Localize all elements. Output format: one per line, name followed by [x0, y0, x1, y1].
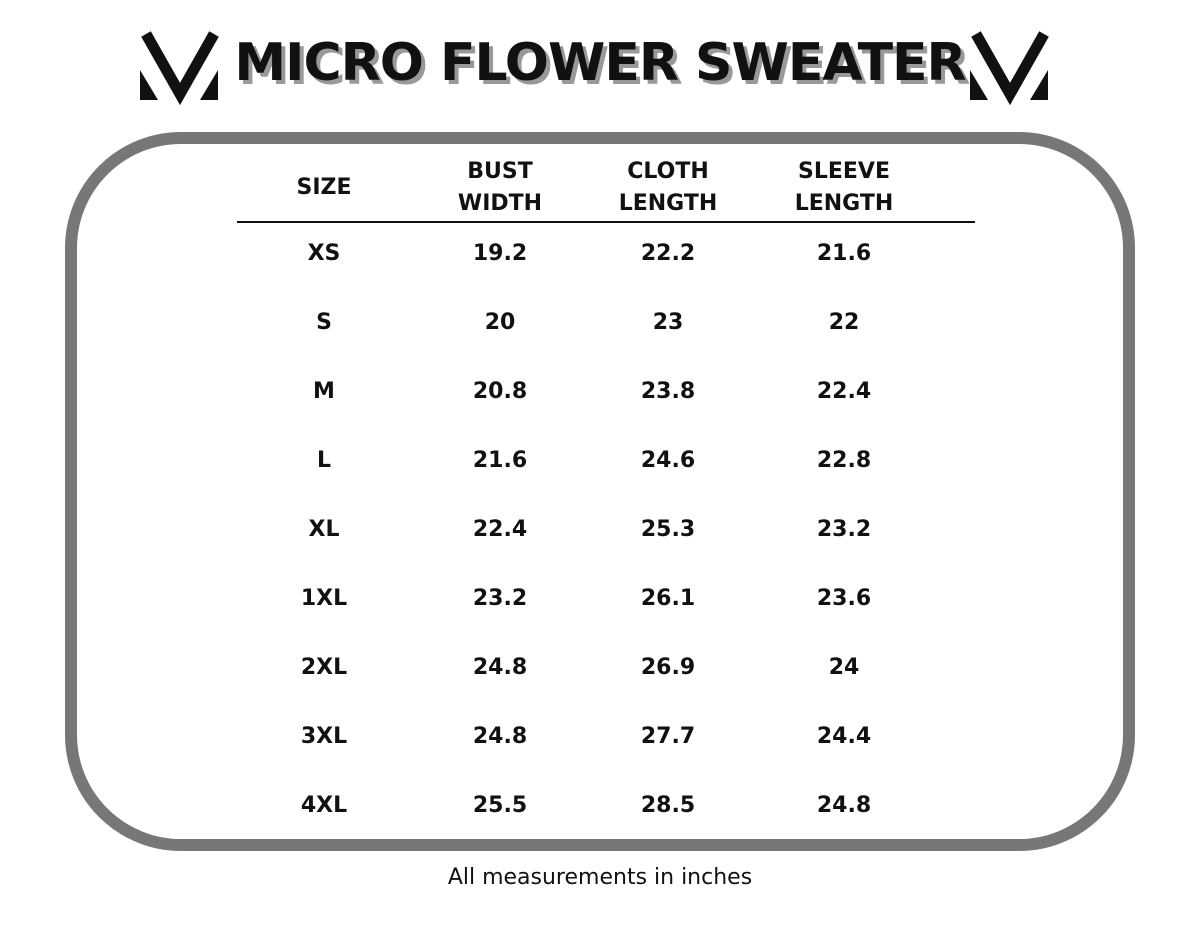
column-header: WIDTH — [458, 191, 542, 216]
measurement: 22.4 — [473, 517, 527, 542]
measurement: 24.8 — [473, 724, 527, 749]
measurement: 26.9 — [641, 655, 695, 680]
column-header: LENGTH — [795, 191, 894, 216]
measurement: 24.6 — [641, 448, 695, 473]
measurement: 28.5 — [641, 793, 695, 818]
size-label: 1XL — [301, 586, 347, 611]
logo-right — [970, 31, 1049, 106]
measurement: 21.6 — [817, 241, 871, 266]
measurement: 24 — [829, 655, 860, 680]
size-label: 2XL — [301, 655, 347, 680]
measurement: 27.7 — [641, 724, 695, 749]
measurement: 22.2 — [641, 241, 695, 266]
table: SIZE BUST WIDTH CLOTH LENGTH SLEEVE LENGTH XS 19… — [296, 159, 893, 818]
measurement: 20.8 — [473, 379, 527, 404]
logo-left — [140, 31, 219, 106]
size-label: 3XL — [301, 724, 347, 749]
size-label: L — [317, 448, 331, 473]
column-header: CLOTH — [627, 159, 709, 184]
title: MICRO FLOWER SWEATER — [234, 33, 965, 93]
footer-note: All measurements in inches — [448, 865, 752, 890]
measurement: 23.2 — [817, 517, 871, 542]
measurement: 21.6 — [473, 448, 527, 473]
column-header: LENGTH — [619, 191, 718, 216]
measurement: 24.8 — [473, 655, 527, 680]
measurement: 26.1 — [641, 586, 695, 611]
measurement: 23 — [653, 310, 684, 335]
measurement: 23.8 — [641, 379, 695, 404]
column-header: SLEEVE — [798, 159, 890, 184]
size-label: S — [316, 310, 332, 335]
measurement: 25.3 — [641, 517, 695, 542]
table-frame — [65, 132, 1135, 851]
measurement: 22.8 — [817, 448, 871, 473]
measurement: 19.2 — [473, 241, 527, 266]
measurement: 22 — [829, 310, 860, 335]
size-label: XS — [308, 241, 341, 266]
measurement: 23.6 — [817, 586, 871, 611]
measurement: 24.8 — [817, 793, 871, 818]
measurement: 23.2 — [473, 586, 527, 611]
column-header: SIZE — [296, 175, 351, 200]
size-label: M — [313, 379, 335, 404]
measurement: 20 — [485, 310, 516, 335]
size-label: XL — [309, 517, 340, 542]
measurement: 24.4 — [817, 724, 871, 749]
measurement: 22.4 — [817, 379, 871, 404]
size-label: 4XL — [301, 793, 347, 818]
measurement: 25.5 — [473, 793, 527, 818]
column-header: BUST — [467, 159, 532, 184]
title-shadow: MICRO FLOWER SWEATER — [238, 37, 969, 97]
